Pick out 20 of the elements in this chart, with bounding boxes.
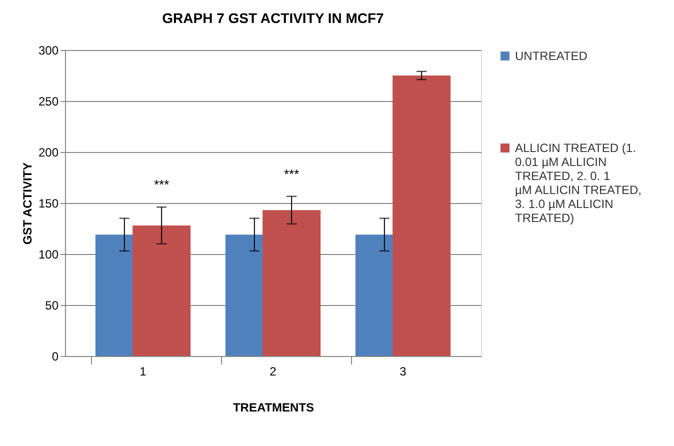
y-tick-label: 50 [45,298,59,312]
annotation: *** [154,177,170,192]
y-tick-label: 200 [38,146,59,160]
legend-label: UNTREATED [515,49,588,63]
bar [262,210,321,356]
y-axis-title: GST ACTIVITY [20,162,34,245]
x-tick-label: 1 [140,364,147,378]
x-axis-title: TREATMENTS [232,400,314,414]
x-tick-label: 3 [400,364,407,378]
y-tick-label: 150 [38,196,59,210]
bar [392,76,451,356]
y-tick-label: 300 [38,44,59,58]
y-tick-label: 250 [38,94,59,108]
y-tick-label: 100 [38,248,59,262]
x-tick-label: 2 [270,364,277,378]
legend-label: ALLICIN TREATED (1. 0.01 µM ALLICIN TREATED, 2. 0. 1 µM ALLICIN TREATED, 3. 1.0 µM ALLICIN TREATED) [515,141,642,225]
chart-title: GRAPH 7 GST ACTIVITY IN MCF7 [162,10,384,26]
bar [132,225,191,356]
annotation: *** [284,166,300,182]
y-tick-label: 0 [52,350,59,364]
